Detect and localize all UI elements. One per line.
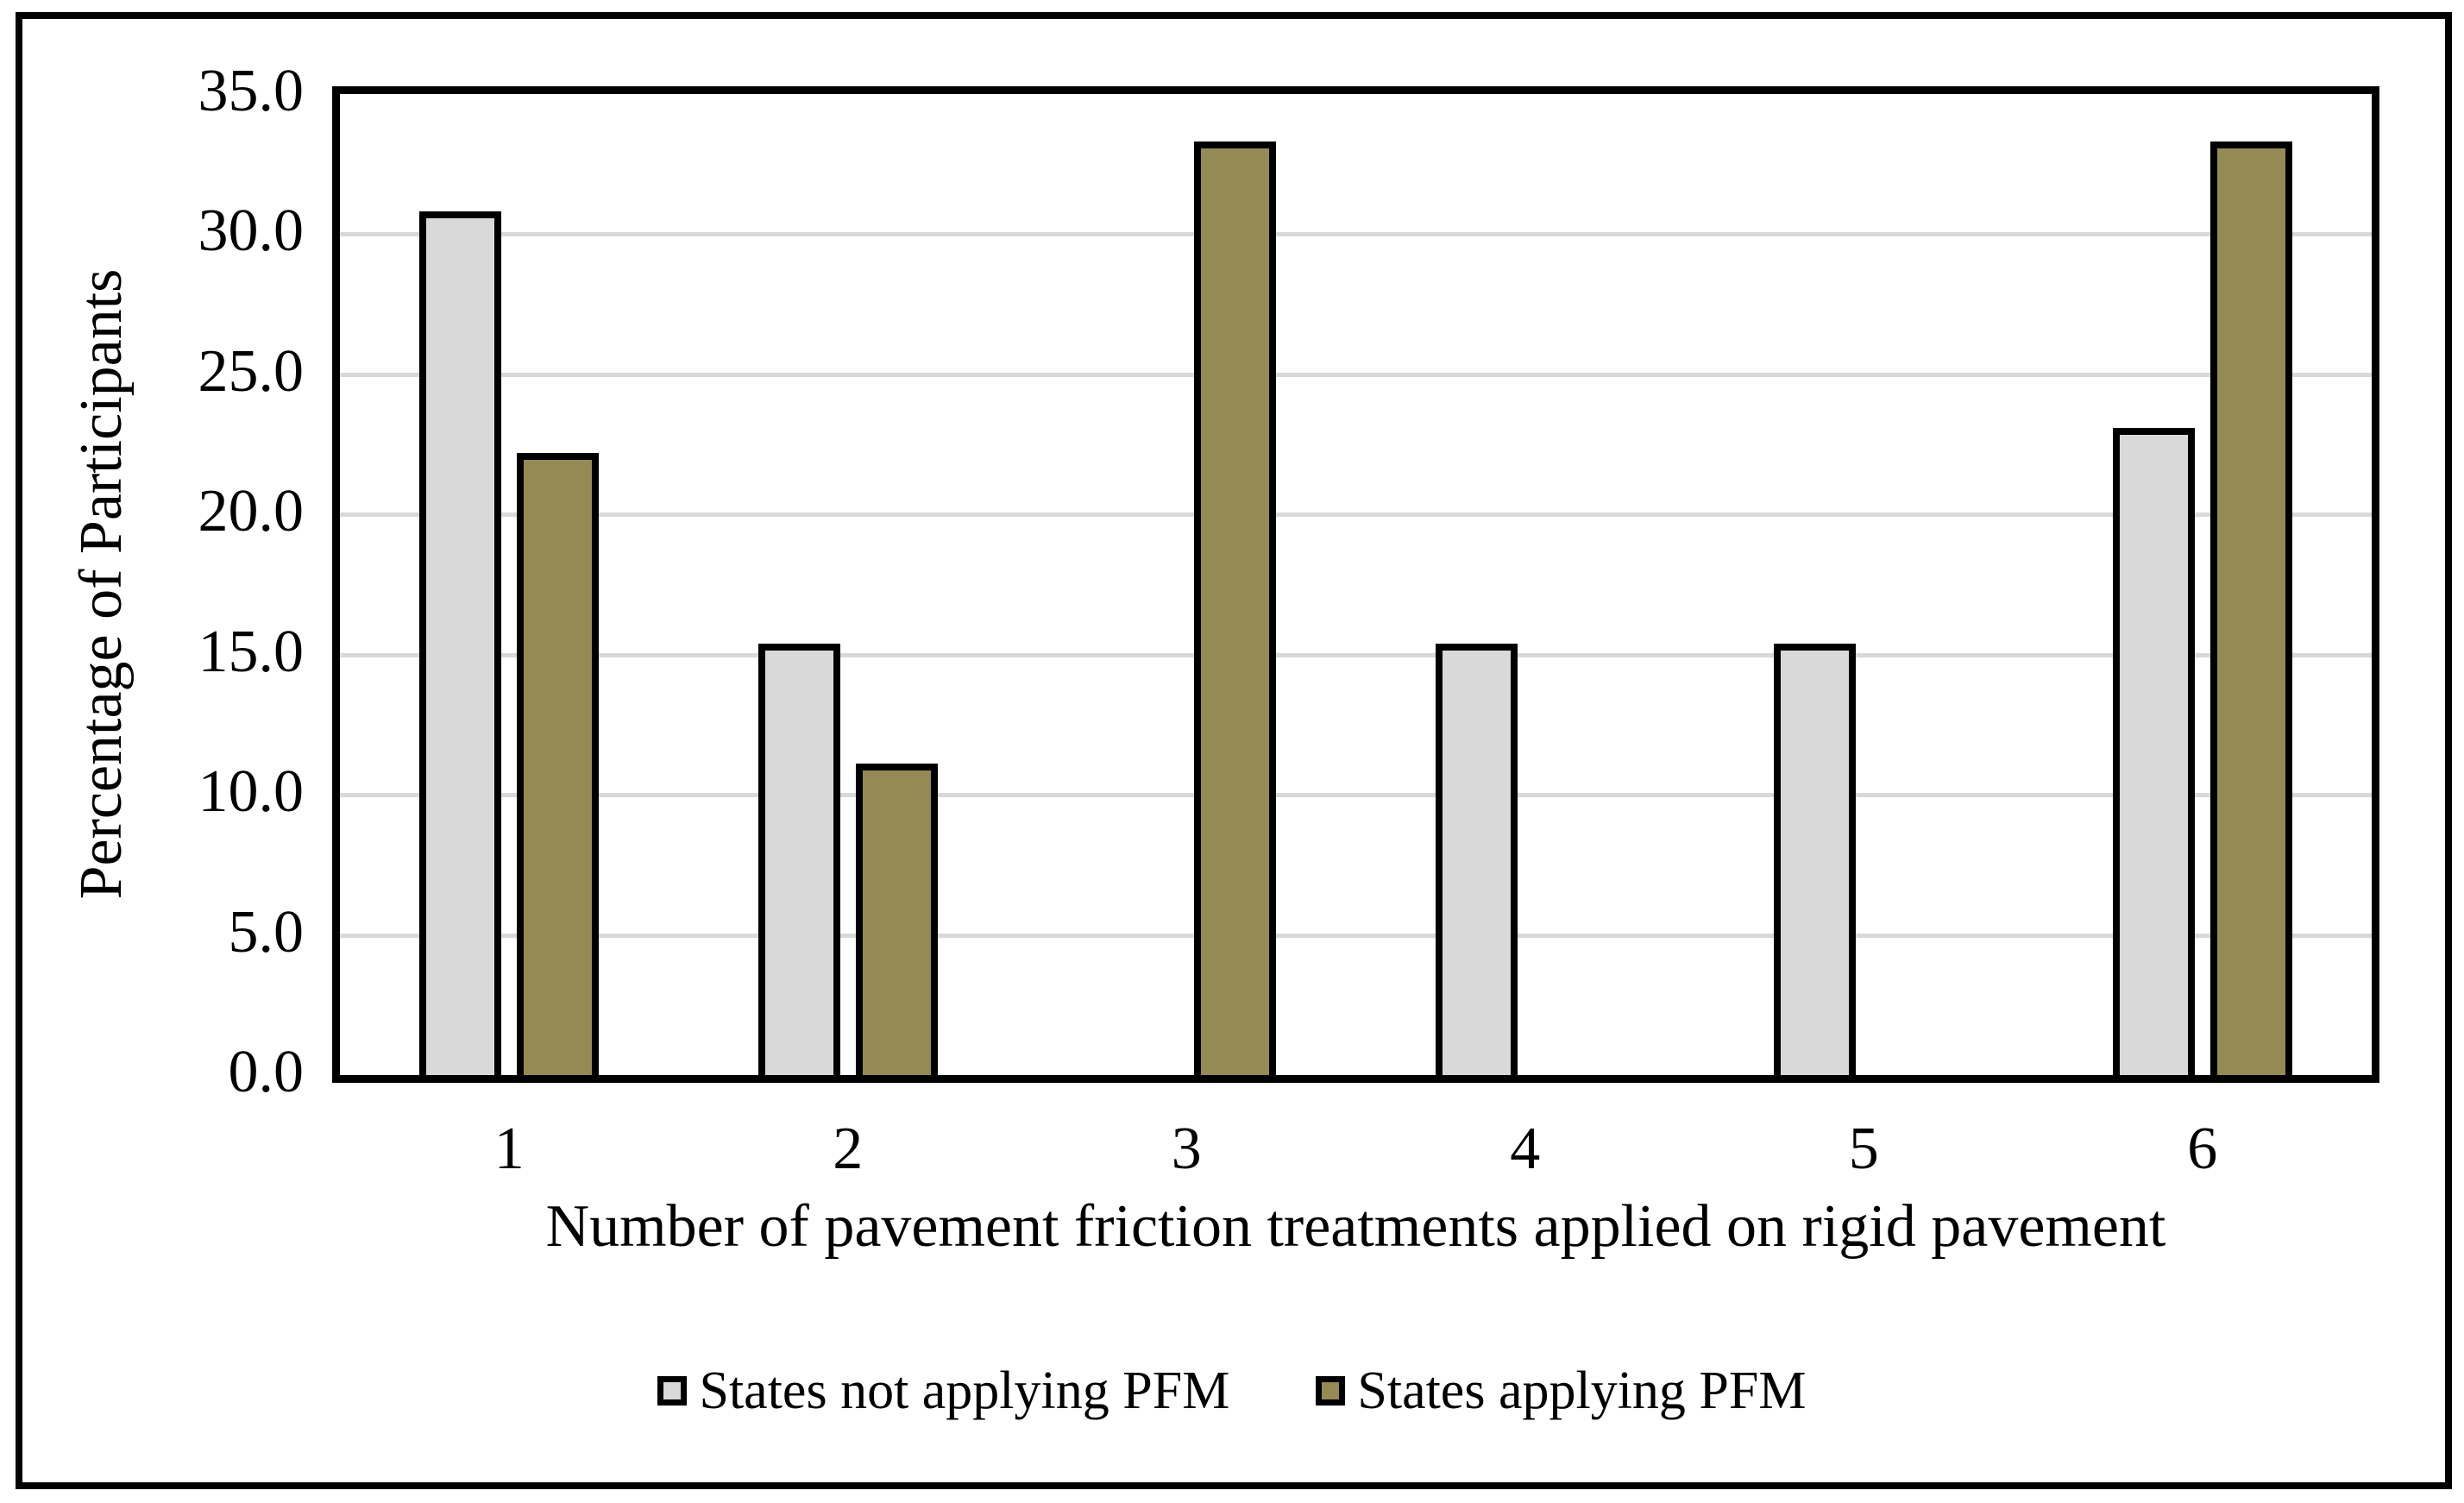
x-tick-label-5: 5	[1848, 1116, 1879, 1182]
bar-group-4	[1356, 94, 1695, 1075]
bar-group-2	[679, 94, 1018, 1075]
y-tick-label-30.0: 30.0	[198, 198, 305, 265]
bar-states-not-applying-pfm-cat-2	[757, 643, 840, 1075]
bar-states-applying-pfm-cat-1	[517, 452, 600, 1075]
gridline-5.0	[340, 933, 2372, 938]
gridline-25.0	[340, 372, 2372, 377]
bar-group-5	[1694, 94, 2033, 1075]
x-tick-label-1: 1	[493, 1116, 525, 1182]
x-tick-label-2: 2	[833, 1116, 864, 1182]
gridline-30.0	[340, 232, 2372, 237]
bar-group-3	[1017, 94, 1356, 1075]
legend-swatch-icon	[1316, 1376, 1346, 1406]
plot-area	[332, 86, 2379, 1083]
y-tick-label-5.0: 5.0	[228, 898, 305, 965]
x-tick-label-4: 4	[1510, 1116, 1541, 1182]
bar-states-applying-pfm-cat-3	[1194, 141, 1277, 1075]
bar-states-not-applying-pfm-cat-6	[2112, 427, 2195, 1075]
y-tick-label-35.0: 35.0	[198, 57, 305, 124]
bar-states-applying-pfm-cat-2	[855, 764, 938, 1075]
bar-states-not-applying-pfm-cat-4	[1435, 643, 1518, 1075]
y-tick-label-15.0: 15.0	[198, 618, 305, 685]
gridline-20.0	[340, 513, 2372, 518]
bar-states-applying-pfm-cat-6	[2209, 141, 2292, 1075]
gridline-15.0	[340, 652, 2372, 657]
bar-states-not-applying-pfm-cat-5	[1774, 643, 1857, 1075]
gridline-10.0	[340, 793, 2372, 798]
bar-group-1	[340, 94, 679, 1075]
legend-label: States not applying PFM	[699, 1361, 1230, 1420]
legend: States not applying PFM States applying P…	[0, 1356, 2464, 1425]
y-tick-label-10.0: 10.0	[198, 758, 305, 825]
figure-border	[16, 12, 2452, 1489]
x-axis-title: Number of pavement friction treatments a…	[545, 1193, 2166, 1260]
y-tick-label-25.0: 25.0	[198, 337, 305, 405]
bar-states-not-applying-pfm-cat-1	[419, 211, 502, 1075]
bars-layer	[340, 94, 2372, 1075]
y-tick-label-0.0: 0.0	[228, 1038, 305, 1105]
x-tick-label-3: 3	[1171, 1116, 1202, 1182]
legend-label: States applying PFM	[1357, 1361, 1807, 1420]
legend-item-states-not-applying-pfm: States not applying PFM	[657, 1361, 1229, 1422]
legend-swatch-icon	[657, 1376, 688, 1406]
y-tick-label-20.0: 20.0	[198, 478, 305, 545]
bar-group-6	[2033, 94, 2373, 1075]
legend-item-states-applying-pfm: States applying PFM	[1316, 1361, 1807, 1422]
x-tick-label-6: 6	[2187, 1116, 2218, 1182]
